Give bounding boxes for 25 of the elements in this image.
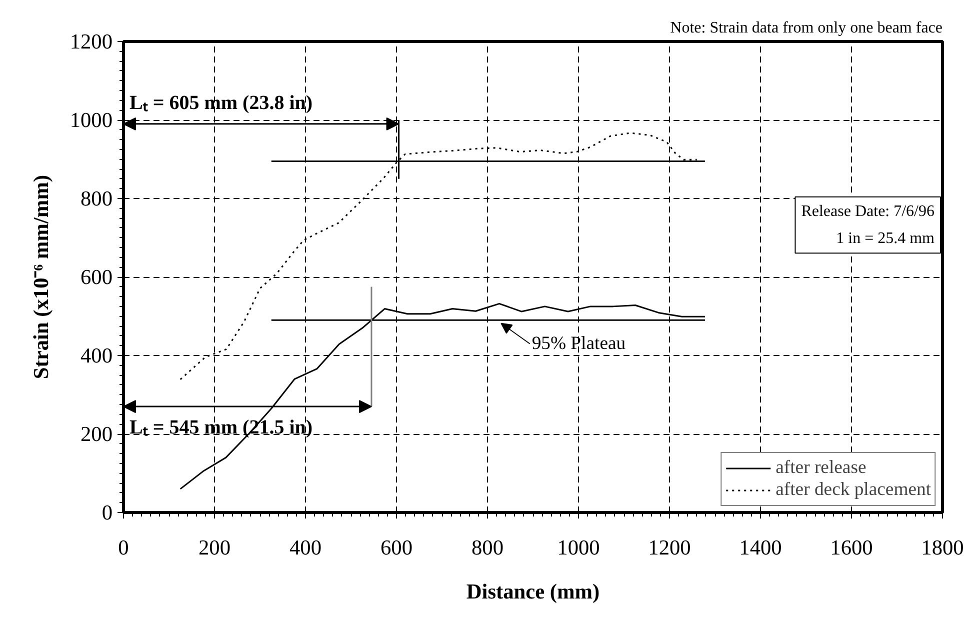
x-tick-label: 800 xyxy=(472,536,504,560)
y-tick-label: 1200 xyxy=(70,30,112,54)
x-tick-label: 400 xyxy=(290,536,322,560)
x-tick-label: 1800 xyxy=(921,536,964,560)
x-tick-label: 1200 xyxy=(648,536,691,560)
text: Note: Strain data from only one beam face xyxy=(670,20,942,36)
legend-label: after release xyxy=(776,457,866,479)
y-tick-label: 1000 xyxy=(70,108,112,132)
x-tick-label: 0 xyxy=(118,536,129,560)
y-tick-label: 400 xyxy=(80,344,113,368)
x-tick-label: 1600 xyxy=(830,536,873,560)
x-tick-label: 200 xyxy=(198,536,231,560)
legend-label: after deck placement xyxy=(776,479,931,501)
annotation: Lₜ = 605 mm (23.8 in) xyxy=(130,92,313,114)
x-tick-label: 1000 xyxy=(557,536,600,560)
x-tick-label: 600 xyxy=(380,536,413,560)
annotation: 95% Plateau xyxy=(532,333,626,354)
x-tick-label: 1400 xyxy=(739,536,782,560)
x-axis-title: Distance (mm) xyxy=(466,580,600,604)
y-tick-label: 200 xyxy=(80,422,113,446)
y-axis-title: Strain (x10⁻⁶ mm/mm) xyxy=(28,174,53,380)
y-tick-label: 0 xyxy=(102,500,113,524)
y-tick-label: 600 xyxy=(80,265,113,289)
annotation: Release Date: 7/6/96 1 in = 25.4 mm xyxy=(801,202,936,248)
y-tick-label: 800 xyxy=(80,186,113,210)
